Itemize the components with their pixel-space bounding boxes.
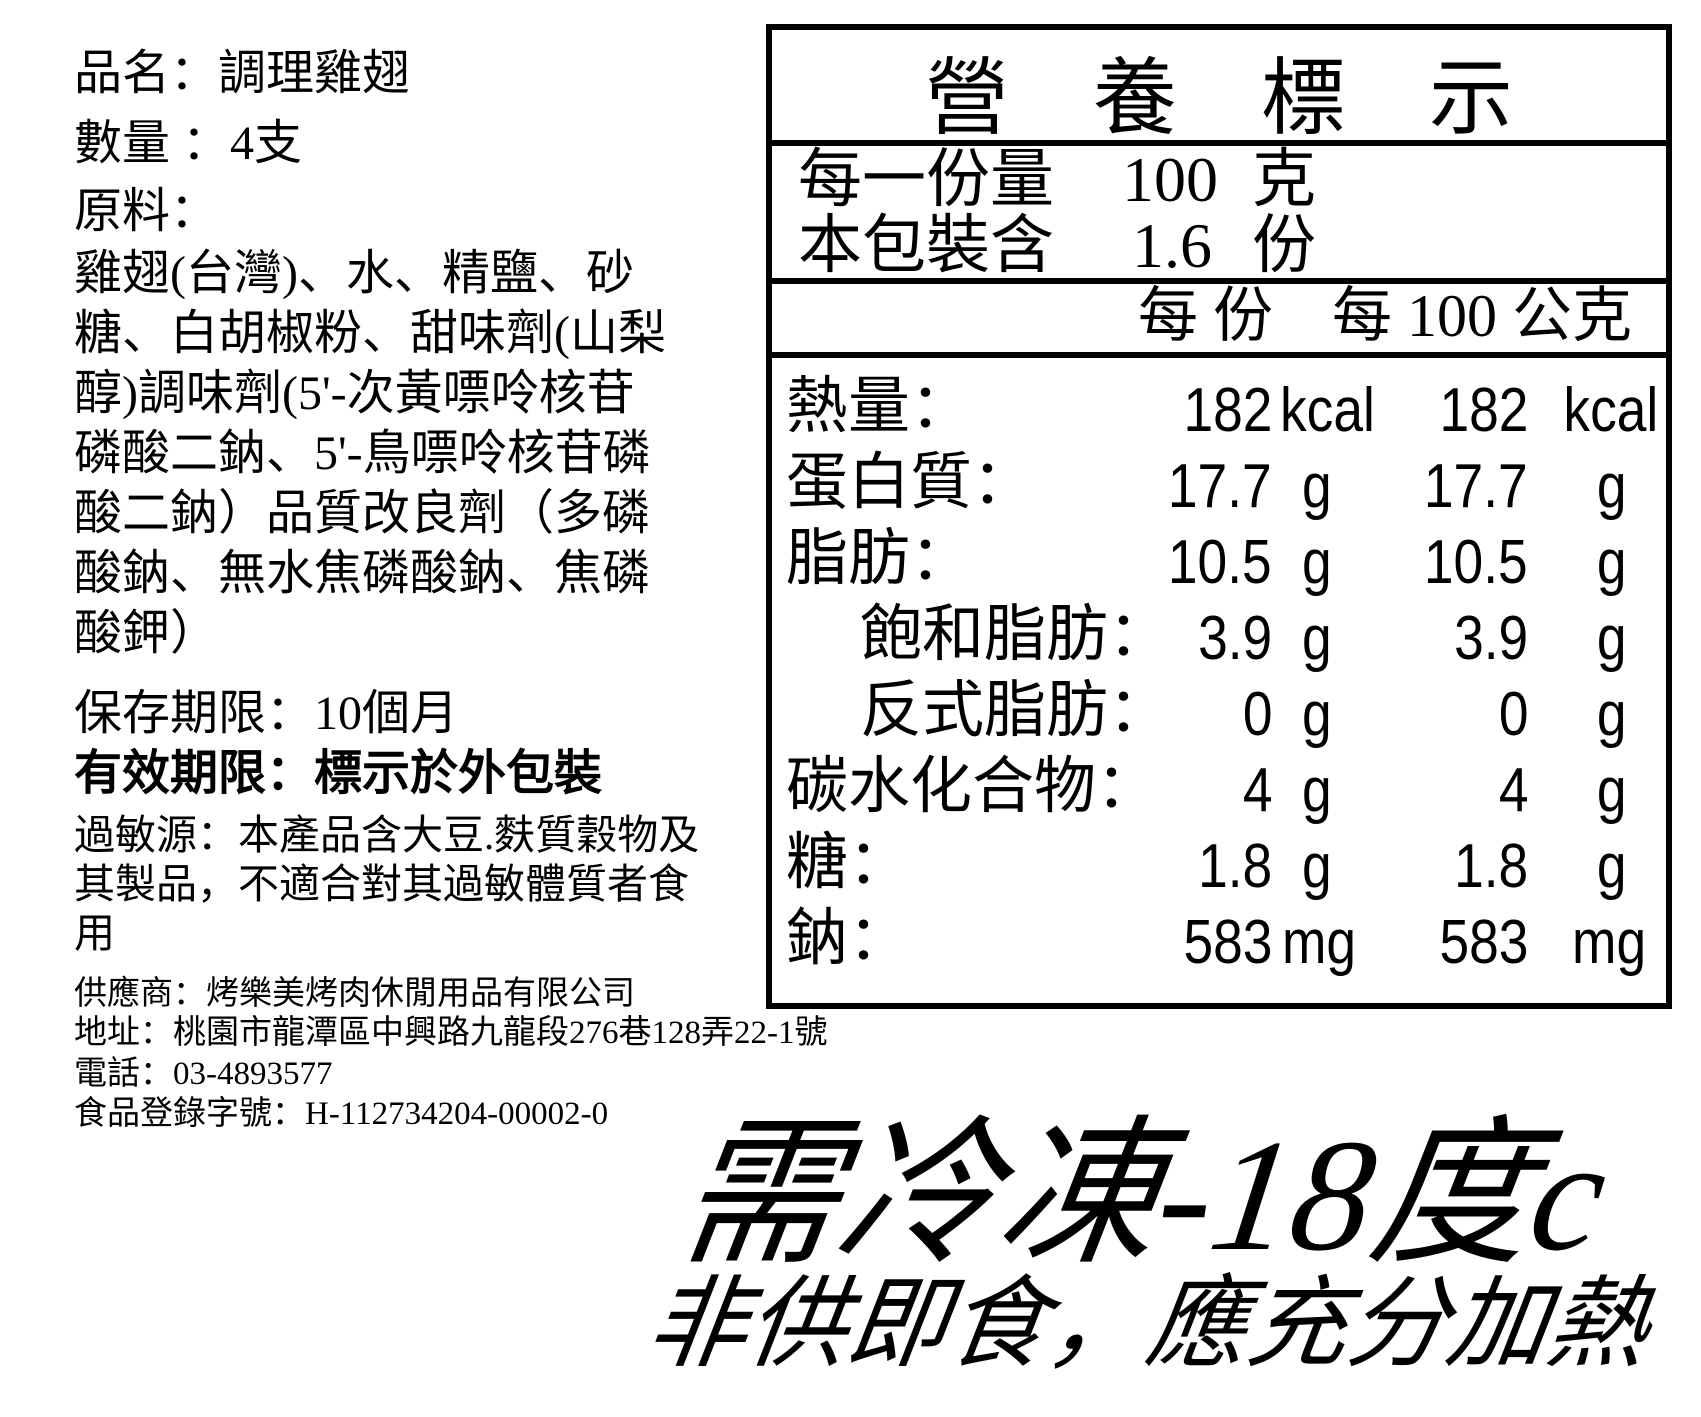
nutrient-value-per-serving: 1.8 — [1197, 832, 1272, 901]
nutrient-value-per-100g: 583 — [1439, 908, 1528, 977]
nutrient-value-per-serving: 3.9 — [1197, 604, 1272, 673]
nutrient-unit-per-100g: g — [1596, 832, 1626, 901]
nutrient-label: 脂肪： — [786, 525, 973, 593]
serving-size-label: 每一份量 — [798, 144, 1054, 215]
ingredients-line: 酸鉀） — [74, 607, 219, 660]
product-name: 品名：調理雞翅 — [74, 47, 411, 100]
divider — [772, 278, 1666, 284]
column-per-serving: 每 份 — [1138, 283, 1273, 349]
nutrient-unit-per-serving: g — [1302, 680, 1332, 749]
address: 地址：桃園市龍潭區中興路九龍段276巷128弄22-1號 — [74, 1015, 828, 1051]
nutrient-value-per-100g: 3.9 — [1453, 604, 1528, 673]
nutrient-value-per-100g: 17.7 — [1424, 452, 1528, 521]
column-per-100g: 每 100 公克 — [1332, 283, 1632, 349]
nutrient-label: 飽和脂肪： — [860, 601, 1171, 669]
nutrient-unit-per-100g: g — [1596, 756, 1626, 825]
nutrient-value-per-100g: 4 — [1498, 756, 1528, 825]
nutrient-value-per-serving: 10.5 — [1168, 528, 1272, 597]
nutrient-label: 反式脂肪： — [860, 677, 1171, 745]
nutrient-label: 糖： — [786, 829, 911, 897]
nutrient-value-per-serving: 17.7 — [1168, 452, 1272, 521]
serving-size-value: 100 — [1122, 144, 1218, 215]
allergen-line: 其製品，不適合對其過敏體質者食 — [74, 861, 689, 907]
servings-per-package-label: 本包裝含 — [798, 210, 1054, 281]
nutrient-value-per-100g: 0 — [1498, 680, 1528, 749]
nutrient-label: 碳水化合物： — [786, 753, 1159, 821]
nutrient-unit-per-100g: g — [1596, 452, 1626, 521]
nutrient-value-per-100g: 10.5 — [1424, 528, 1528, 597]
allergen-line: 用 — [74, 910, 115, 956]
nutrient-unit-per-100g: mg — [1571, 908, 1646, 977]
nutrient-value-per-serving: 583 — [1183, 908, 1272, 977]
nutrient-label: 熱量： — [786, 373, 973, 441]
nutrient-value-per-100g: 1.8 — [1453, 832, 1528, 901]
ingredients-line: 醇)調味劑(5'-次黃嘌呤核苷 — [74, 367, 635, 420]
ingredients-line: 酸二鈉）品質改良劑（多磷 — [74, 487, 651, 540]
nutrient-value-per-serving: 0 — [1242, 680, 1272, 749]
servings-per-package-value: 1.6 — [1132, 210, 1212, 281]
nutrient-unit-per-100g: g — [1596, 680, 1626, 749]
registration-number: 食品登錄字號：H-112734204-00002-0 — [74, 1096, 609, 1132]
nutrient-label: 鈉： — [786, 905, 911, 973]
heating-warning: 非供即食，應充分加熱 — [640, 1269, 1656, 1380]
servings-per-package-unit: 份 — [1252, 210, 1316, 281]
product-quantity: 數量 ：4支 — [74, 117, 303, 170]
ingredients-line: 糖、白胡椒粉、甜味劑(山梨 — [74, 307, 666, 360]
phone: 電話：03-4893577 — [74, 1056, 333, 1092]
nutrient-unit-per-serving: mg — [1282, 908, 1357, 977]
ingredients-line: 磷酸二鈉、5'-鳥嘌呤核苷磷 — [74, 427, 651, 480]
divider — [772, 140, 1666, 146]
nutrient-value-per-serving: 182 — [1183, 376, 1272, 445]
expiry-date: 有效期限：標示於外包裝 — [74, 747, 603, 800]
nutrient-unit-per-serving: g — [1302, 528, 1332, 597]
nutrient-unit-per-serving: kcal — [1280, 376, 1375, 445]
allergen-line: 過敏源：本產品含大豆.麩質穀物及 — [74, 812, 700, 858]
nutrient-unit-per-serving: g — [1302, 756, 1332, 825]
ingredients-label: 原料： — [74, 185, 219, 238]
nutrient-unit-per-100g: g — [1596, 604, 1626, 673]
shelf-life: 保存期限：10個月 — [74, 687, 459, 740]
nutrition-facts-table: 營 養 標 示 每一份量 100 克 本包裝含 1.6 份 每 份 每 100 … — [766, 24, 1672, 1009]
ingredients-line: 酸鈉、無水焦磷酸鈉、焦磷 — [74, 547, 651, 600]
divider — [772, 352, 1666, 358]
nutrient-value-per-100g: 182 — [1439, 376, 1528, 445]
ingredients-line: 雞翅(台灣)、水、精鹽、砂 — [74, 247, 634, 300]
nutrient-unit-per-serving: g — [1302, 604, 1332, 673]
nutrition-title: 營 養 標 示 — [924, 53, 1513, 146]
nutrient-unit-per-serving: g — [1302, 832, 1332, 901]
serving-size-unit: 克 — [1252, 144, 1316, 215]
nutrient-unit-per-100g: g — [1596, 528, 1626, 597]
supplier: 供應商：烤樂美烤肉休閒用品有限公司 — [74, 976, 635, 1012]
nutrient-unit-per-serving: g — [1302, 452, 1332, 521]
nutrient-label: 蛋白質： — [786, 449, 1035, 517]
freezing-warning: 需冷凍-18度c — [667, 1106, 1617, 1284]
nutrient-unit-per-100g: kcal — [1563, 376, 1658, 445]
nutrient-value-per-serving: 4 — [1242, 756, 1272, 825]
